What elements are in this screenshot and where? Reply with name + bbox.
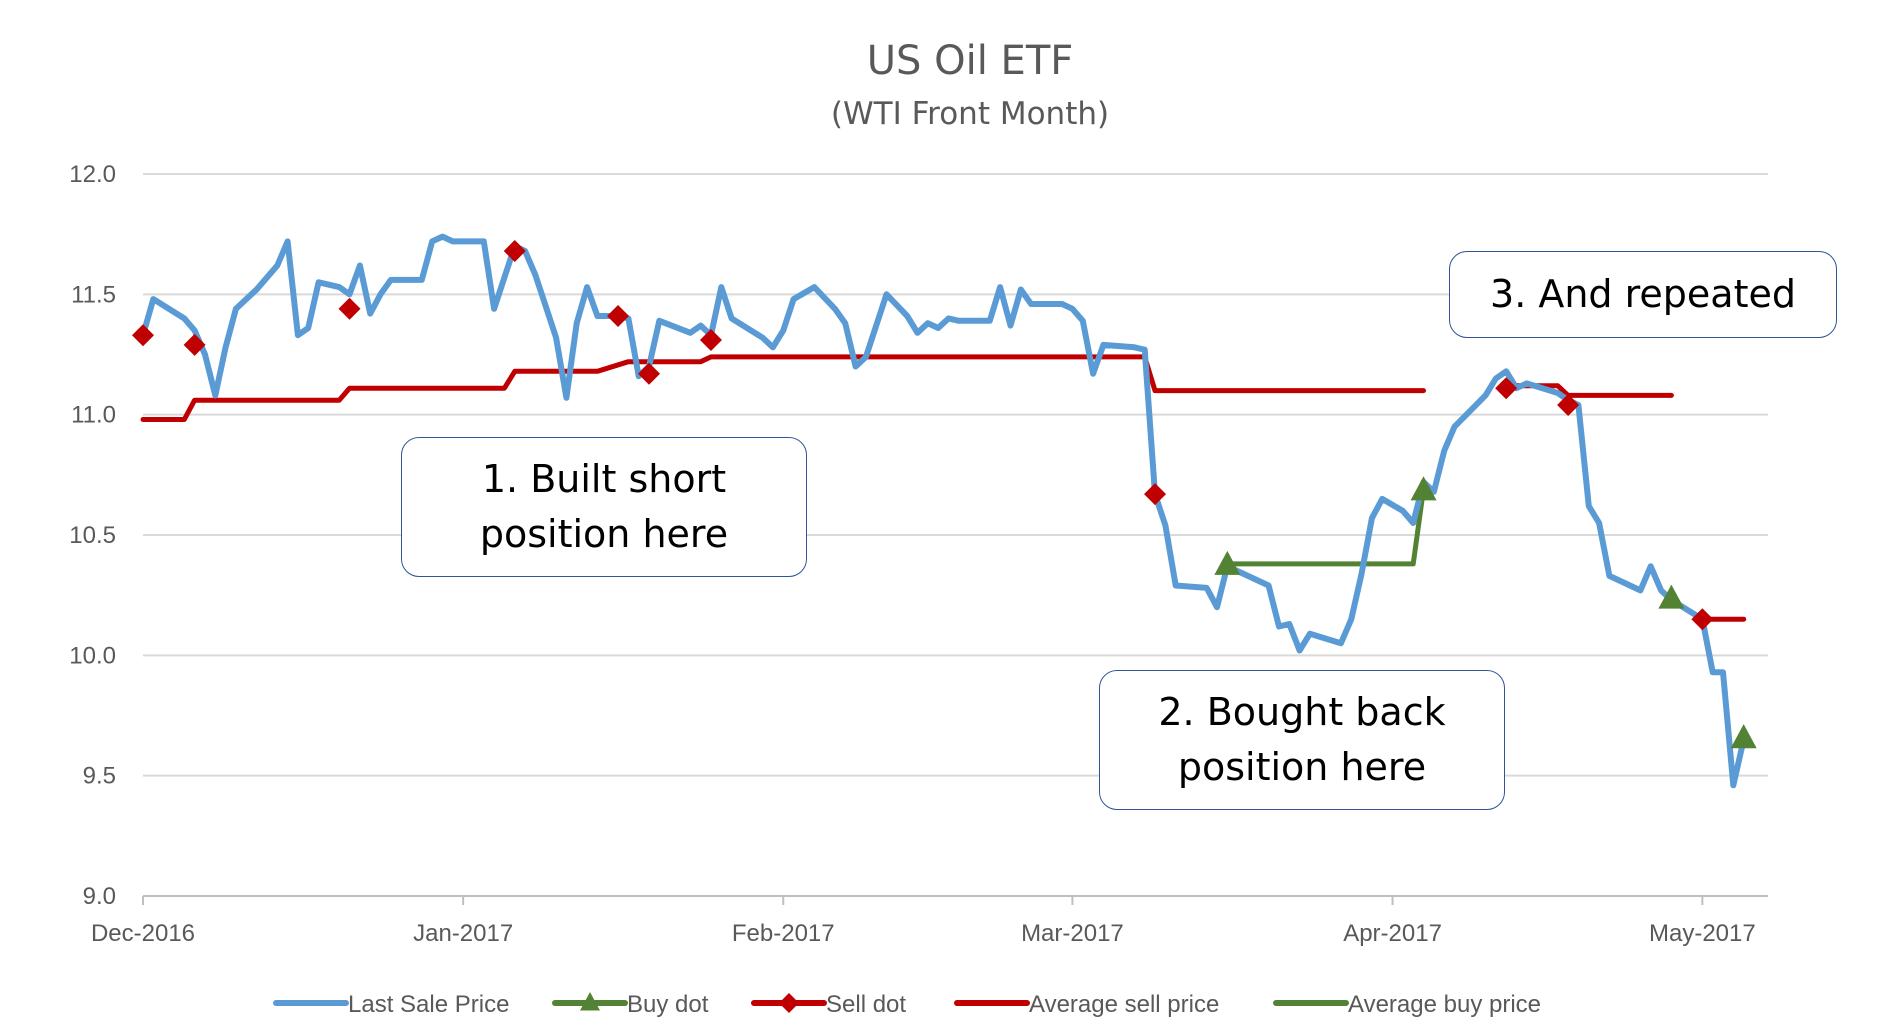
x-tick-label: Apr-2017 xyxy=(1343,920,1442,947)
legend-marker xyxy=(580,992,600,1011)
sell-dot-marker xyxy=(183,333,206,356)
legend-item: Buy dot xyxy=(552,991,709,1018)
annotation-and-repeated: 3. And repeated xyxy=(1449,251,1837,338)
annotation-bought-back-position: 2. Bought back position here xyxy=(1099,670,1505,810)
legend-label: Average buy price xyxy=(1348,991,1541,1018)
annotation-line: position here xyxy=(479,512,729,556)
x-tick-label: Mar-2017 xyxy=(1021,920,1124,947)
sell-dot-marker xyxy=(607,304,630,327)
legend-label: Last Sale Price xyxy=(348,991,509,1018)
sell-dot-marker xyxy=(699,329,722,352)
legend-item: Average buy price xyxy=(1273,991,1541,1018)
legend-marker xyxy=(779,993,799,1013)
chart-title: US Oil ETF xyxy=(867,38,1074,84)
sell-dot-marker xyxy=(1557,394,1580,417)
legend-label: Buy dot xyxy=(627,991,709,1018)
series-average-buy-price xyxy=(1224,486,1426,567)
annotation-line: position here xyxy=(1177,745,1427,789)
series-last-sale-price xyxy=(140,233,1747,789)
y-tick-label: 10.5 xyxy=(69,522,116,549)
legend-item: Last Sale Price xyxy=(273,991,509,1018)
y-tick-label: 11.0 xyxy=(71,402,116,429)
annotation-built-short-position: 1. Built short position here xyxy=(401,437,807,577)
buy-dot-marker xyxy=(1658,584,1685,609)
annotation-line: 2. Bought back xyxy=(1158,690,1446,734)
sell-dot-marker xyxy=(1144,483,1167,506)
sell-dot-marker xyxy=(338,297,361,320)
buy-dot-marker xyxy=(1214,550,1241,575)
y-tick-label: 12.0 xyxy=(69,161,116,188)
x-tick-label: Feb-2017 xyxy=(732,920,835,947)
y-tick-label: 11.5 xyxy=(71,281,116,308)
x-tick-label: Dec-2016 xyxy=(91,920,195,947)
buy-dot-marker xyxy=(1410,476,1437,501)
y-axis-tick-labels: 12.0 11.5 11.0 10.5 10.0 9.5 9.0 xyxy=(69,161,116,910)
legend-item: Average sell price xyxy=(954,991,1219,1018)
sell-dot-marker xyxy=(1691,608,1714,631)
legend: Last Sale Price Buy dot Sell dot Average se… xyxy=(273,991,1541,1018)
legend-item: Sell dot xyxy=(751,991,906,1018)
series-average-sell-price xyxy=(140,354,1426,422)
sell-dot-marker xyxy=(1495,377,1518,400)
buy-dot-marker xyxy=(1730,724,1757,749)
y-tick-label: 9.0 xyxy=(83,883,116,910)
x-axis: Dec-2016 Jan-2017 Feb-2017 Mar-2017 Apr-2017… xyxy=(91,896,1756,947)
x-tick-label: Jan-2017 xyxy=(413,920,513,947)
y-tick-label: 9.5 xyxy=(83,763,116,790)
annotation-line: 3. And repeated xyxy=(1490,272,1796,316)
legend-label: Sell dot xyxy=(826,991,906,1018)
y-tick-label: 10.0 xyxy=(69,642,116,669)
chart-subtitle: (WTI Front Month) xyxy=(831,96,1109,132)
legend-label: Average sell price xyxy=(1029,991,1219,1018)
annotation-line: 1. Built short xyxy=(481,457,727,501)
plot-area xyxy=(132,233,1757,789)
sell-dot-marker xyxy=(638,362,661,385)
x-tick-label: May-2017 xyxy=(1649,920,1756,947)
sell-dot-marker xyxy=(132,324,154,347)
sell-dot-marker xyxy=(503,240,526,263)
